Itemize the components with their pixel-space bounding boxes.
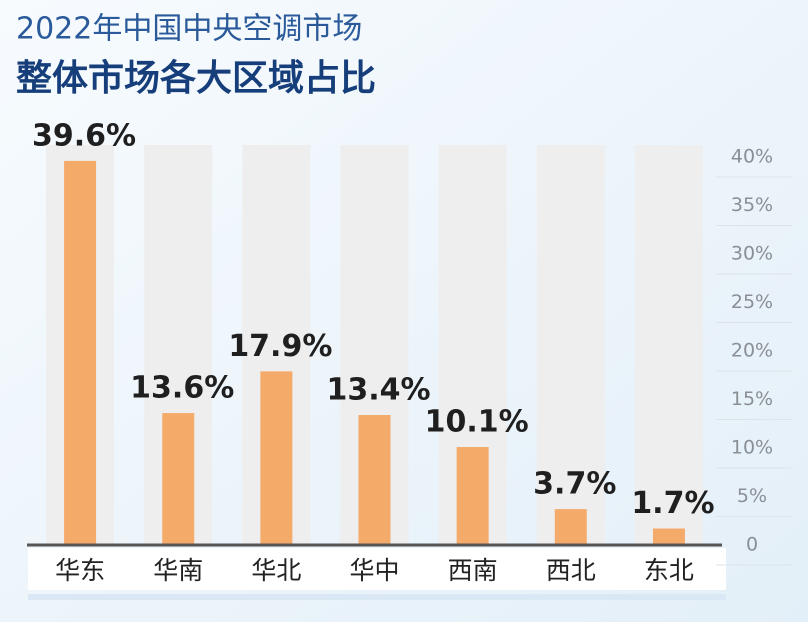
value-label: 13.6% bbox=[130, 371, 234, 406]
value-label: 13.4% bbox=[326, 373, 430, 408]
chart-title: 2022年中国中央空调市场 bbox=[16, 12, 362, 47]
footer-bar bbox=[28, 594, 726, 600]
bar-background bbox=[536, 145, 605, 545]
y-tick-label: 35% bbox=[731, 194, 773, 216]
bar bbox=[358, 415, 391, 545]
bar bbox=[162, 413, 195, 545]
value-label: 3.7% bbox=[533, 467, 616, 502]
x-tick-label: 华北 bbox=[251, 556, 301, 585]
y-tick-label: 15% bbox=[731, 388, 773, 410]
x-tick-label: 华南 bbox=[153, 556, 203, 585]
x-tick-label: 西北 bbox=[546, 556, 596, 585]
y-tick-label: 0 bbox=[746, 534, 758, 556]
value-label: 10.1% bbox=[425, 405, 529, 440]
value-label: 39.6% bbox=[32, 118, 136, 153]
x-tick-label: 华东 bbox=[55, 556, 105, 585]
value-label: 17.9% bbox=[228, 329, 332, 364]
y-tick-label: 25% bbox=[731, 291, 773, 313]
bar bbox=[554, 509, 587, 545]
y-tick-label: 5% bbox=[737, 485, 767, 507]
label-band bbox=[28, 548, 726, 590]
bar bbox=[652, 528, 685, 545]
chart-subtitle: 整体市场各大区域占比 bbox=[16, 58, 376, 99]
bar bbox=[260, 371, 293, 545]
x-tick-label: 华中 bbox=[349, 556, 399, 585]
bar bbox=[64, 160, 97, 545]
x-tick-label: 西南 bbox=[448, 556, 498, 585]
y-tick-label: 30% bbox=[731, 243, 773, 265]
y-tick-label: 20% bbox=[731, 340, 773, 362]
y-tick-label: 10% bbox=[731, 437, 773, 459]
value-label: 1.7% bbox=[631, 486, 714, 521]
bar-background bbox=[634, 145, 703, 545]
y-tick-label: 40% bbox=[731, 146, 773, 168]
x-tick-label: 东北 bbox=[644, 556, 694, 585]
bar bbox=[456, 447, 489, 545]
